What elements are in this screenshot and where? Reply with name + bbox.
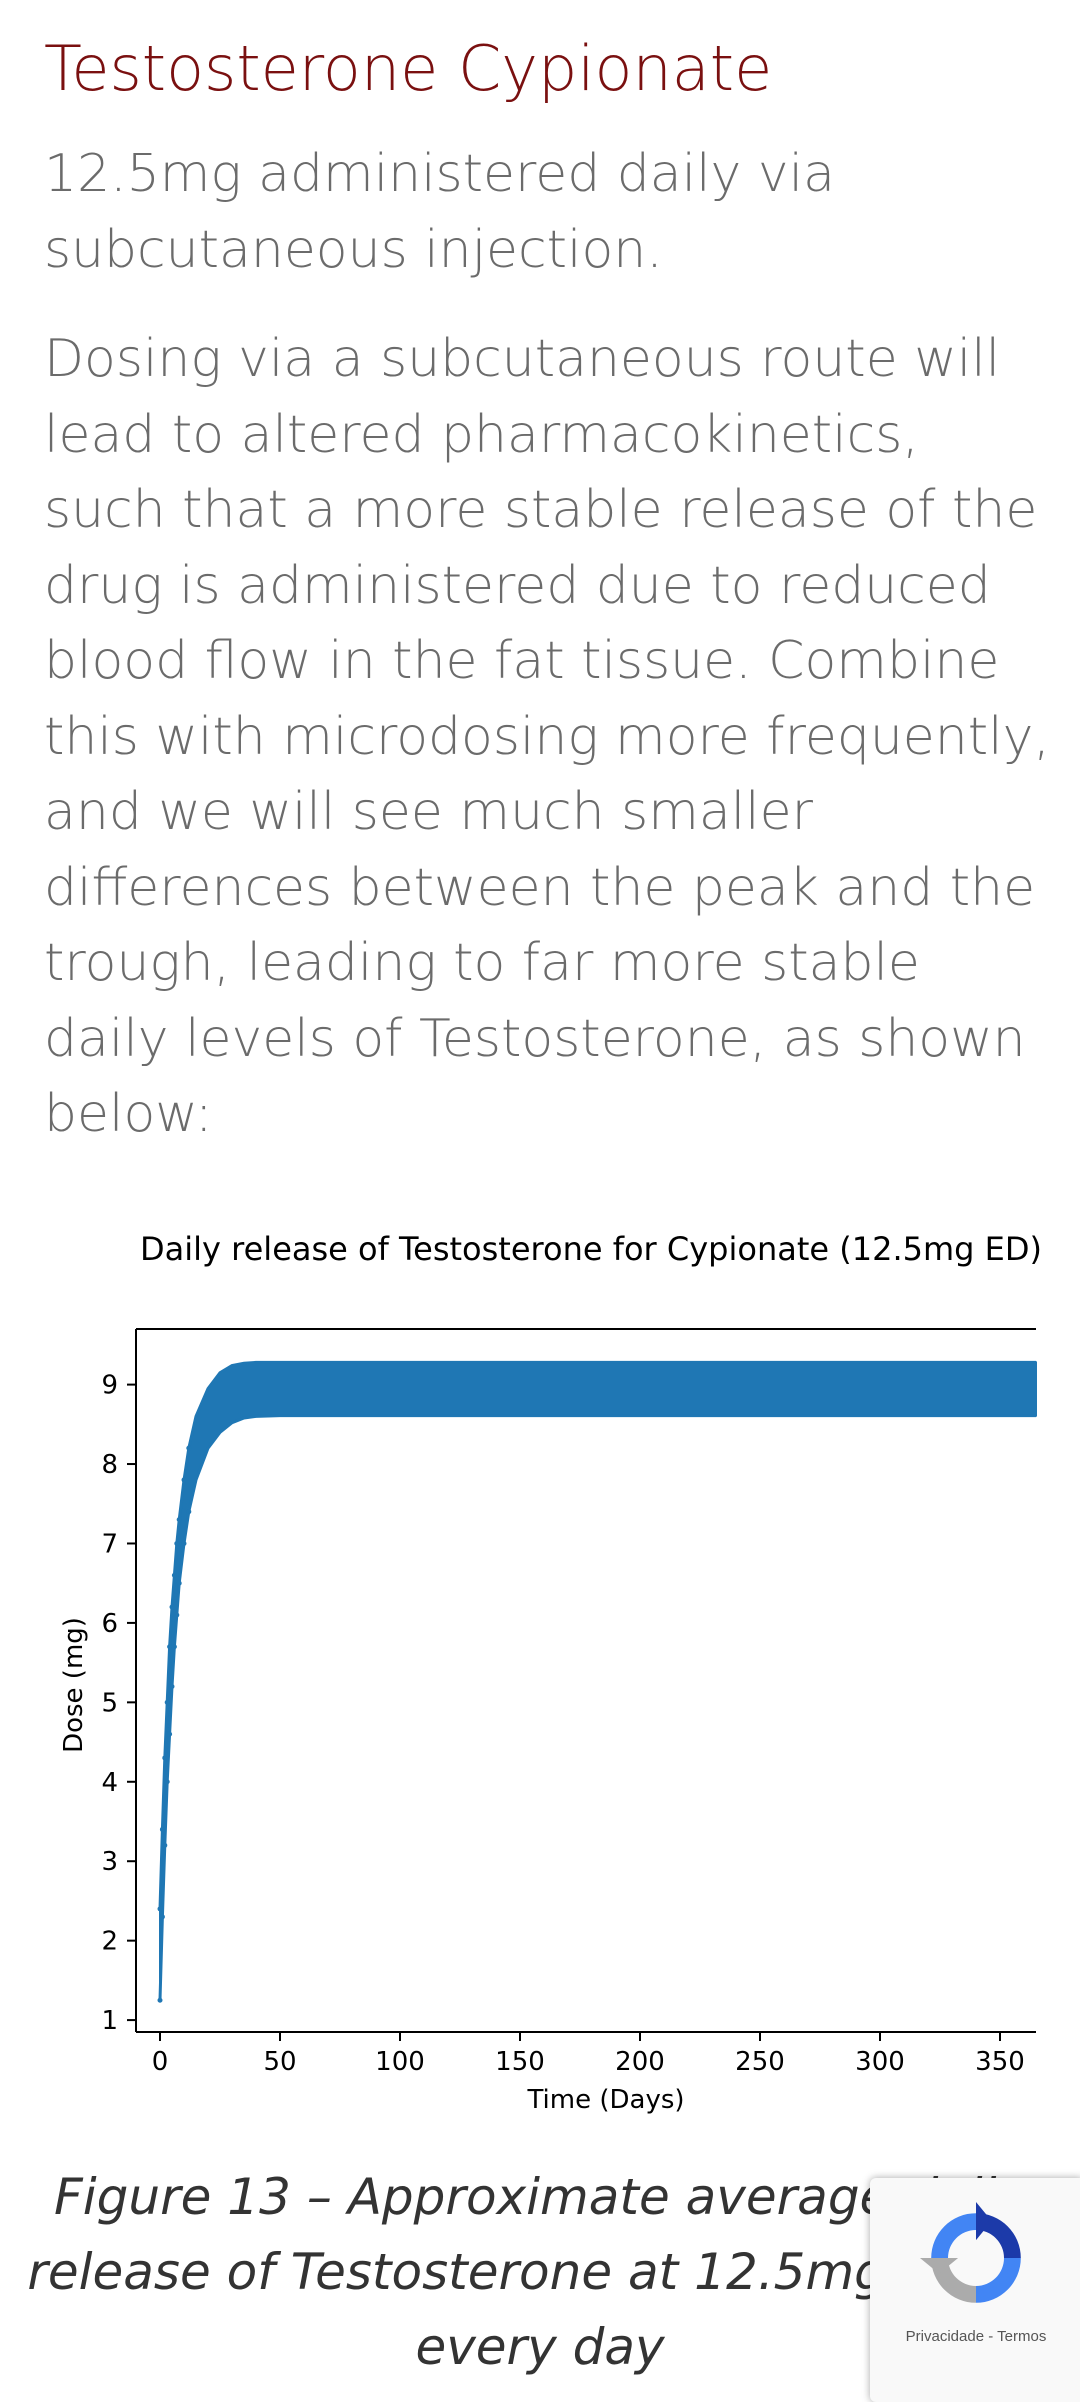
x-tick-label: 0 [152,2047,169,2077]
series-point [181,1540,187,1546]
privacy-link[interactable]: Privacidade [905,2328,985,2345]
series-point [162,1755,168,1761]
series-point [159,1826,165,1832]
series-point [157,1906,163,1912]
page-title: Testosterone Cypionate [44,32,773,105]
figure-caption: Figure 13 – Approximate average daily re… [27,2168,1053,2376]
series-point [169,1604,175,1610]
release-chart: Daily release of Testosterone for Cypion… [0,1210,1080,2140]
series-point [164,1699,170,1705]
y-tick-label: 5 [101,1688,118,1718]
series-point [176,1517,182,1523]
article-paragraph: Dosing via a subcutaneous route will lea… [44,329,1050,1144]
series-point [171,1572,177,1578]
series-peak-line [158,1360,1036,1909]
dose-subtitle: 12.5mg administered daily via subcutaneo… [44,144,835,280]
series-point [159,1914,165,1920]
series-point [164,1779,170,1785]
series-band [159,1361,1037,2001]
x-tick-label: 350 [975,2047,1025,2077]
y-tick-label: 9 [101,1371,118,1401]
y-tick-label: 6 [101,1609,118,1639]
series-point [186,1509,192,1515]
chart-svg: Daily release of Testosterone for Cypion… [59,1230,1042,2115]
x-tick-label: 150 [495,2047,545,2077]
y-tick-label: 8 [101,1450,118,1480]
terms-link[interactable]: Termos [997,2328,1047,2345]
x-tick-label: 300 [855,2047,905,2077]
series-point [176,1580,182,1586]
x-tick-label: 100 [375,2047,425,2077]
y-tick-label: 4 [101,1768,118,1798]
series-point [174,1540,180,1546]
link-separator: - [988,2328,994,2345]
x-tick-label: 250 [735,2047,785,2077]
chart-xlabel: Time (Days) [526,2085,684,2115]
chart-ylabel: Dose (mg) [59,1617,89,1753]
recaptcha-icon [920,2202,1021,2303]
y-tick-label: 7 [101,1529,118,1559]
y-tick-label: 1 [101,2006,118,2036]
series-point [167,1644,173,1650]
series-point [181,1477,187,1483]
series-point [157,1997,163,2003]
series-point [174,1612,180,1618]
series-point [167,1731,173,1737]
recaptcha-badge[interactable]: Privacidade - Termos [870,2178,1080,2402]
y-tick-label: 3 [101,1847,118,1877]
series-point [162,1842,168,1848]
recaptcha-links: Privacidade - Termos [870,2328,1080,2345]
x-tick-label: 50 [263,2047,296,2077]
series-point [171,1644,177,1650]
x-tick-label: 200 [615,2047,665,2077]
chart-title: Daily release of Testosterone for Cypion… [140,1230,1042,1268]
series-point [169,1683,175,1689]
y-tick-label: 2 [101,1927,118,1957]
series-point [186,1445,192,1451]
series-trough-line [158,1414,1036,2001]
